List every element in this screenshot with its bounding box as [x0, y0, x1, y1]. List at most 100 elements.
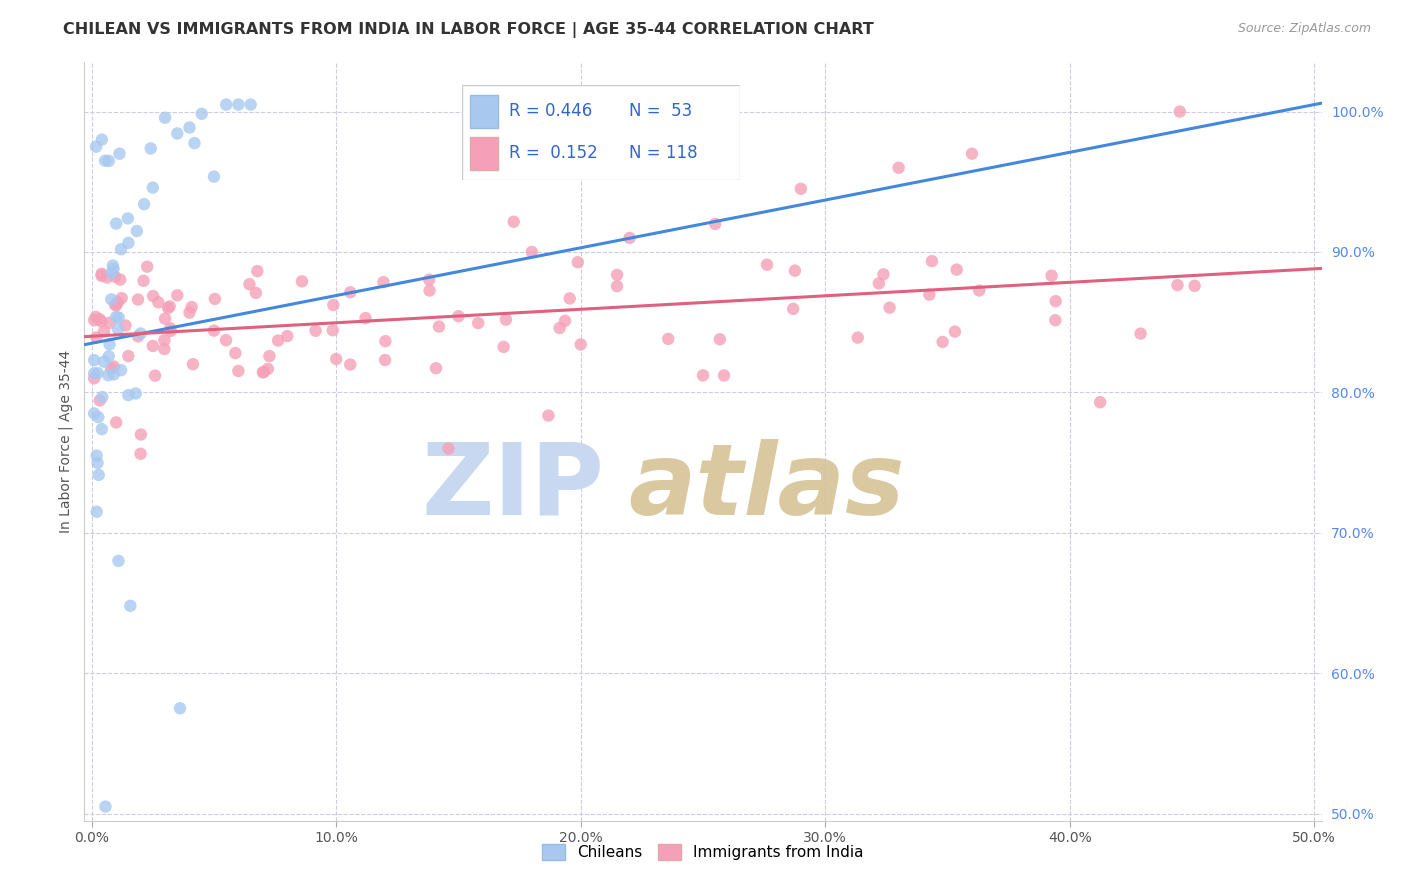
Point: [339, 285, 361, 300]
Point: [1045, 313, 1067, 327]
Point: [93, 354, 115, 368]
Point: [142, 180, 165, 194]
Point: [374, 334, 396, 349]
Point: [120, 599, 142, 613]
Point: [790, 182, 813, 196]
Point: [83, 371, 105, 385]
Point: [91, 390, 114, 404]
Point: [252, 366, 274, 380]
Point: [86, 366, 108, 380]
Point: [83, 407, 105, 421]
Point: [1088, 395, 1111, 409]
Point: [117, 235, 139, 250]
Point: [1040, 268, 1063, 283]
Point: [111, 291, 134, 305]
Point: [228, 364, 250, 378]
Point: [105, 298, 128, 312]
Point: [129, 447, 152, 461]
Point: [100, 266, 122, 280]
Point: [190, 107, 212, 121]
Point: [86, 449, 108, 463]
Point: [783, 263, 806, 277]
Text: atlas: atlas: [628, 439, 905, 535]
Point: [86, 505, 108, 519]
Point: [127, 293, 149, 307]
Point: [943, 325, 966, 339]
Point: [101, 259, 124, 273]
Point: [107, 310, 129, 325]
Point: [132, 197, 155, 211]
Point: [98, 337, 121, 351]
Point: [567, 255, 589, 269]
Point: [181, 357, 204, 371]
Point: [868, 277, 890, 291]
Point: [117, 349, 139, 363]
Point: [89, 312, 111, 326]
Point: [142, 339, 165, 353]
Point: [84, 310, 107, 324]
Point: [127, 329, 149, 343]
Point: [108, 146, 131, 161]
Point: [756, 258, 779, 272]
Point: [1168, 104, 1191, 119]
Point: [105, 217, 128, 231]
Point: [228, 97, 250, 112]
Point: [179, 305, 201, 319]
Point: [257, 362, 280, 376]
Point: [692, 368, 714, 383]
Point: [325, 351, 347, 366]
Point: [606, 279, 628, 293]
Point: [554, 314, 576, 328]
Point: [253, 365, 276, 379]
Point: [204, 292, 226, 306]
Point: [921, 254, 943, 268]
Point: [619, 231, 641, 245]
Point: [322, 298, 344, 312]
Point: [887, 161, 910, 175]
Point: [159, 324, 181, 338]
Point: [447, 310, 470, 324]
Point: [180, 300, 202, 314]
Point: [83, 367, 105, 381]
Point: [90, 133, 112, 147]
Point: [105, 310, 128, 324]
Point: [96, 270, 118, 285]
Point: [97, 368, 120, 383]
Point: [918, 287, 941, 301]
Point: [246, 264, 269, 278]
Point: [103, 261, 125, 276]
Point: [291, 274, 314, 288]
Point: [148, 295, 170, 310]
Point: [427, 319, 450, 334]
Point: [931, 334, 953, 349]
Point: [87, 410, 110, 425]
Point: [104, 298, 127, 312]
Point: [169, 701, 191, 715]
Point: [114, 318, 136, 333]
Point: [142, 289, 165, 303]
Point: [107, 295, 129, 310]
Point: [94, 153, 117, 168]
Point: [374, 353, 396, 368]
Point: [239, 97, 262, 112]
Point: [86, 456, 108, 470]
Point: [872, 268, 894, 282]
Point: [143, 368, 166, 383]
Point: [108, 272, 131, 286]
Point: [179, 120, 201, 135]
Point: [704, 217, 727, 231]
Point: [967, 284, 990, 298]
Point: [94, 799, 117, 814]
Point: [129, 326, 152, 341]
Point: [537, 409, 560, 423]
Point: [103, 368, 125, 382]
Point: [117, 211, 139, 226]
Point: [354, 311, 377, 326]
Point: [548, 321, 571, 335]
Point: [90, 268, 112, 283]
Point: [166, 127, 188, 141]
Point: [945, 262, 967, 277]
Point: [202, 169, 225, 184]
Point: [87, 467, 110, 482]
Point: [159, 300, 181, 314]
